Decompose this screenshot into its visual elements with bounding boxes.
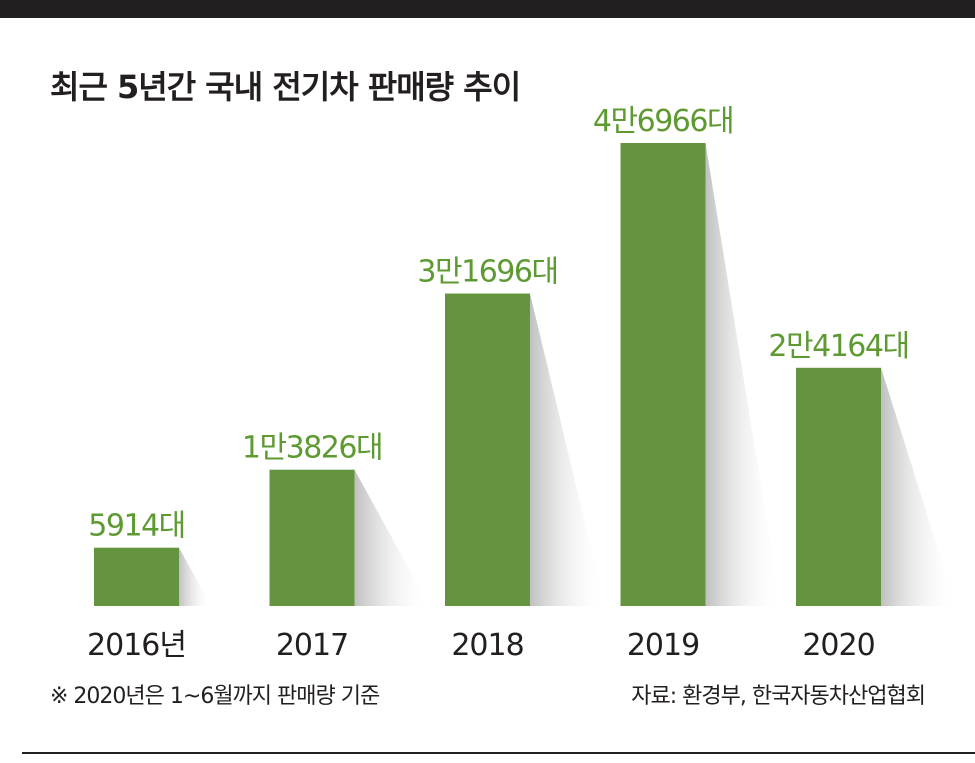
chart-title: 최근 5년간 국내 전기차 판매량 추이: [50, 68, 521, 106]
bar-shadow: [705, 143, 781, 606]
top-rule: [0, 0, 975, 18]
value-label-3: 4만6966대: [593, 104, 733, 139]
category-label-4: 2020: [802, 628, 874, 663]
bar-shadow: [179, 547, 212, 606]
bar-4: [796, 367, 881, 606]
category-label-3: 2019: [627, 628, 699, 663]
bottom-rule: [22, 752, 975, 754]
bar-chart: 5914대 1만3826대 3만1696대 4만6966대 2만4164대 2016년 2…: [87, 104, 956, 663]
category-label-2: 2018: [451, 628, 523, 663]
bar-shadow: [530, 293, 605, 606]
bar-1: [269, 469, 355, 606]
category-label-0: 2016년: [87, 628, 186, 663]
bar-0: [94, 547, 179, 606]
category-label-1: 2017: [276, 628, 348, 663]
footnote: ※ 2020년은 1~6월까지 판매량 기준: [50, 684, 380, 709]
bar-shadow: [354, 469, 430, 606]
bar-3: [620, 143, 706, 606]
bar-2: [445, 293, 530, 606]
value-label-1: 1만3826대: [242, 431, 382, 466]
value-label-2: 3만1696대: [417, 255, 557, 290]
value-label-0: 5914대: [88, 509, 184, 544]
bar-shadow: [881, 367, 956, 606]
source-note: 자료: 환경부, 한국자동차산업협회: [631, 684, 926, 709]
value-label-4: 2만4164대: [768, 329, 908, 364]
